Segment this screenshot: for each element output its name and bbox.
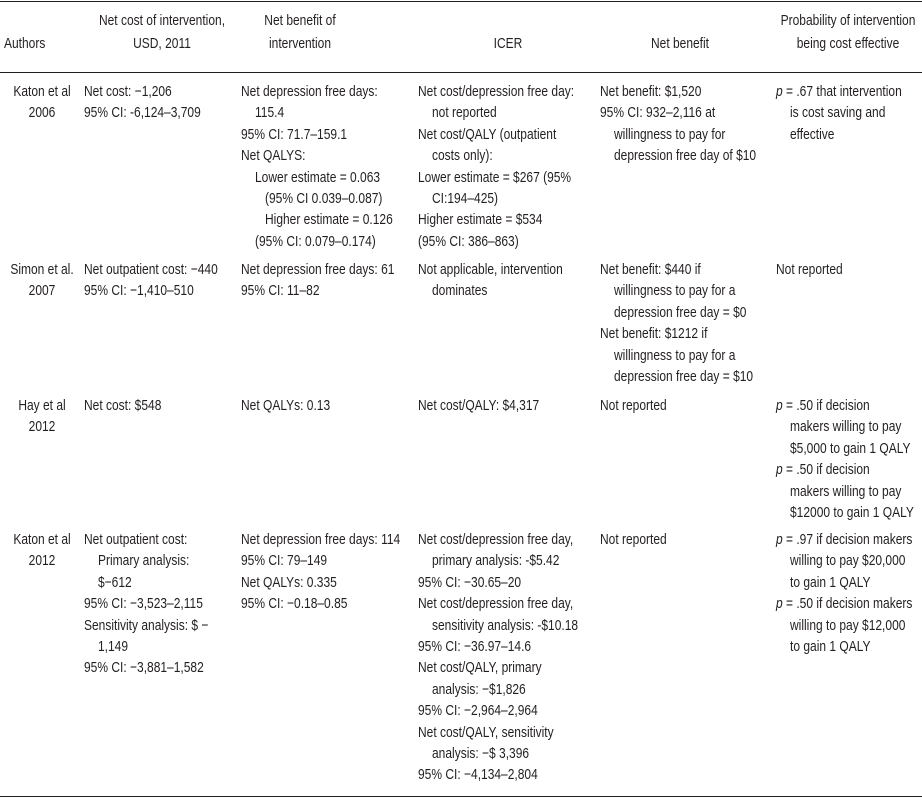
table-cell: analysis: −$ 3,396: [432, 745, 530, 762]
table-cell: Net depression free days: 114: [241, 531, 401, 548]
author-cell: 2012: [28, 552, 56, 570]
header-cell: Net benefit: [650, 35, 710, 52]
table-cell: Sensitivity analysis: $ −: [84, 616, 209, 634]
table-cell: 95% CI: −2,964–2,964: [418, 702, 538, 720]
bottom-rule: [0, 796, 922, 797]
table-cell: Not reported: [600, 531, 667, 548]
table-cell: willing to pay $20,000: [790, 552, 906, 570]
table-cell: (95% CI: 386–863): [418, 232, 519, 250]
table-cell: Not reported: [600, 397, 667, 414]
table-cell: 95% CI: −3,881–1,582: [84, 659, 204, 677]
table-cell: Not applicable, intervention: [418, 261, 563, 278]
table-cell: Net depression free days: 61: [241, 261, 395, 278]
table-cell: CI:194–425): [432, 190, 499, 207]
top-rule: [0, 1, 922, 2]
table-cell: Net cost/depression free day,: [418, 595, 574, 613]
table-cell: Net cost/depression free day:: [418, 83, 575, 100]
table-cell: $−612: [98, 573, 132, 591]
table-cell: $12000 to gain 1 QALY: [790, 504, 914, 521]
table-cell: is cost saving and: [790, 104, 886, 122]
author-cell: 2007: [28, 282, 56, 300]
author-cell: 2006: [28, 104, 56, 122]
author-cell: Hay et al: [18, 397, 66, 414]
table-cell: willingness to pay for: [614, 125, 726, 143]
table-cell: 95% CI: −4,134–2,804: [418, 766, 538, 784]
table-cell: Net depression free days:: [241, 83, 378, 100]
header-cell: Probability of intervention: [780, 12, 916, 29]
header-cell: ICER: [493, 35, 523, 52]
table-cell: Net cost/depression free day,: [418, 531, 574, 548]
table-cell: Net outpatient cost: −440: [84, 261, 218, 278]
table-cell: Net cost: $548: [84, 397, 162, 414]
table-cell: p = .67 that intervention: [776, 83, 902, 100]
header-cell: Net benefit of: [264, 12, 336, 29]
table-cell: dominates: [432, 282, 488, 300]
table-cell: Not reported: [776, 261, 843, 278]
table-cell: Net cost/QALY, primary: [418, 659, 542, 677]
table-cell: 95% CI: 11–82: [241, 282, 320, 300]
table-cell: Higher estimate = $534: [418, 211, 543, 229]
table-cell: depression free day = $0: [614, 303, 747, 321]
table-cell: effective: [790, 125, 835, 143]
table-cell: p = .97 if decision makers: [776, 531, 913, 548]
author-cell: Katon et al: [13, 83, 71, 100]
header-cell: Net cost of intervention,: [98, 12, 226, 29]
table-cell: Net benefit: $440 if: [600, 261, 701, 278]
table-cell: 95% CI: −1,410–510: [84, 282, 194, 300]
table-cell: Net QALYS:: [241, 147, 306, 165]
table-cell: Net QALYs: 0.13: [241, 397, 331, 414]
table-cell: analysis: −$1,826: [432, 680, 526, 698]
table-cell: sensitivity analysis: -$10.18: [432, 616, 579, 634]
table-cell: p = .50 if decision: [776, 397, 870, 414]
header-rule: [0, 72, 922, 73]
table-cell: 95% CI: −0.18–0.85: [241, 595, 348, 613]
table-cell: 95% CI: −3,523–2,115: [84, 595, 203, 613]
header-cell: USD, 2011: [133, 35, 191, 52]
author-cell: 2012: [28, 418, 56, 436]
table-cell: to gain 1 QALY: [790, 638, 871, 655]
table-cell: Lower estimate = 0.063: [255, 168, 381, 186]
table-cell: Net cost/QALY, sensitivity: [418, 723, 554, 741]
table-cell: costs only):: [432, 147, 493, 165]
author-cell: Simon et al.: [10, 261, 74, 278]
table-cell: 95% CI: -6,124–3,709: [84, 104, 201, 122]
table-cell: makers willing to pay: [790, 418, 902, 436]
table-cell: Net cost/QALY: $4,317: [418, 397, 540, 414]
table-cell: willingness to pay for a: [614, 282, 736, 300]
table-cell: Net cost/QALY (outpatient: [418, 125, 557, 143]
table-cell: 95% CI: 79–149: [241, 552, 328, 570]
table-cell: Net QALYs: 0.335: [241, 573, 337, 591]
table-cell: Higher estimate = 0.126: [265, 211, 393, 229]
table-cell: 95% CI: 932–2,116 at: [600, 104, 716, 122]
table-cell: primary analysis: -$5.42: [432, 552, 560, 570]
table-cell: Net cost: −1,206: [84, 83, 172, 100]
table-cell: willing to pay $12,000: [790, 616, 906, 634]
header-cell: Authors: [4, 35, 46, 52]
header-cell: being cost effective: [796, 35, 900, 52]
table-cell: $5,000 to gain 1 QALY: [790, 439, 911, 457]
table-cell: 1,149: [98, 638, 129, 655]
table-cell: p = .50 if decision makers: [776, 595, 913, 613]
table-cell: willingness to pay for a: [614, 346, 736, 364]
table-cell: (95% CI 0.039–0.087): [265, 190, 383, 207]
table-cell: 115.4: [255, 104, 285, 122]
table-cell: p = .50 if decision: [776, 461, 870, 479]
table-cell: Net outpatient cost:: [84, 531, 188, 548]
table-cell: (95% CI: 0.079–0.174): [255, 232, 376, 250]
table-cell: depression free day = $10: [614, 368, 754, 385]
author-cell: Katon et al: [13, 531, 71, 548]
table-cell: not reported: [432, 104, 497, 122]
table-cell: Net benefit: $1212 if: [600, 325, 708, 343]
table-cell: Primary analysis:: [98, 552, 190, 570]
table-cell: to gain 1 QALY: [790, 573, 871, 591]
table-cell: depression free day of $10: [614, 147, 757, 165]
table-cell: 95% CI: 71.7–159.1: [241, 125, 348, 143]
header-cell: intervention: [268, 35, 332, 52]
table-cell: Lower estimate = $267 (95%: [418, 168, 572, 186]
table-cell: Net benefit: $1,520: [600, 83, 702, 100]
table-cell: 95% CI: −30.65–20: [418, 573, 522, 591]
table-cell: 95% CI: −36.97–14.6: [418, 638, 532, 655]
table-cell: makers willing to pay: [790, 482, 902, 500]
